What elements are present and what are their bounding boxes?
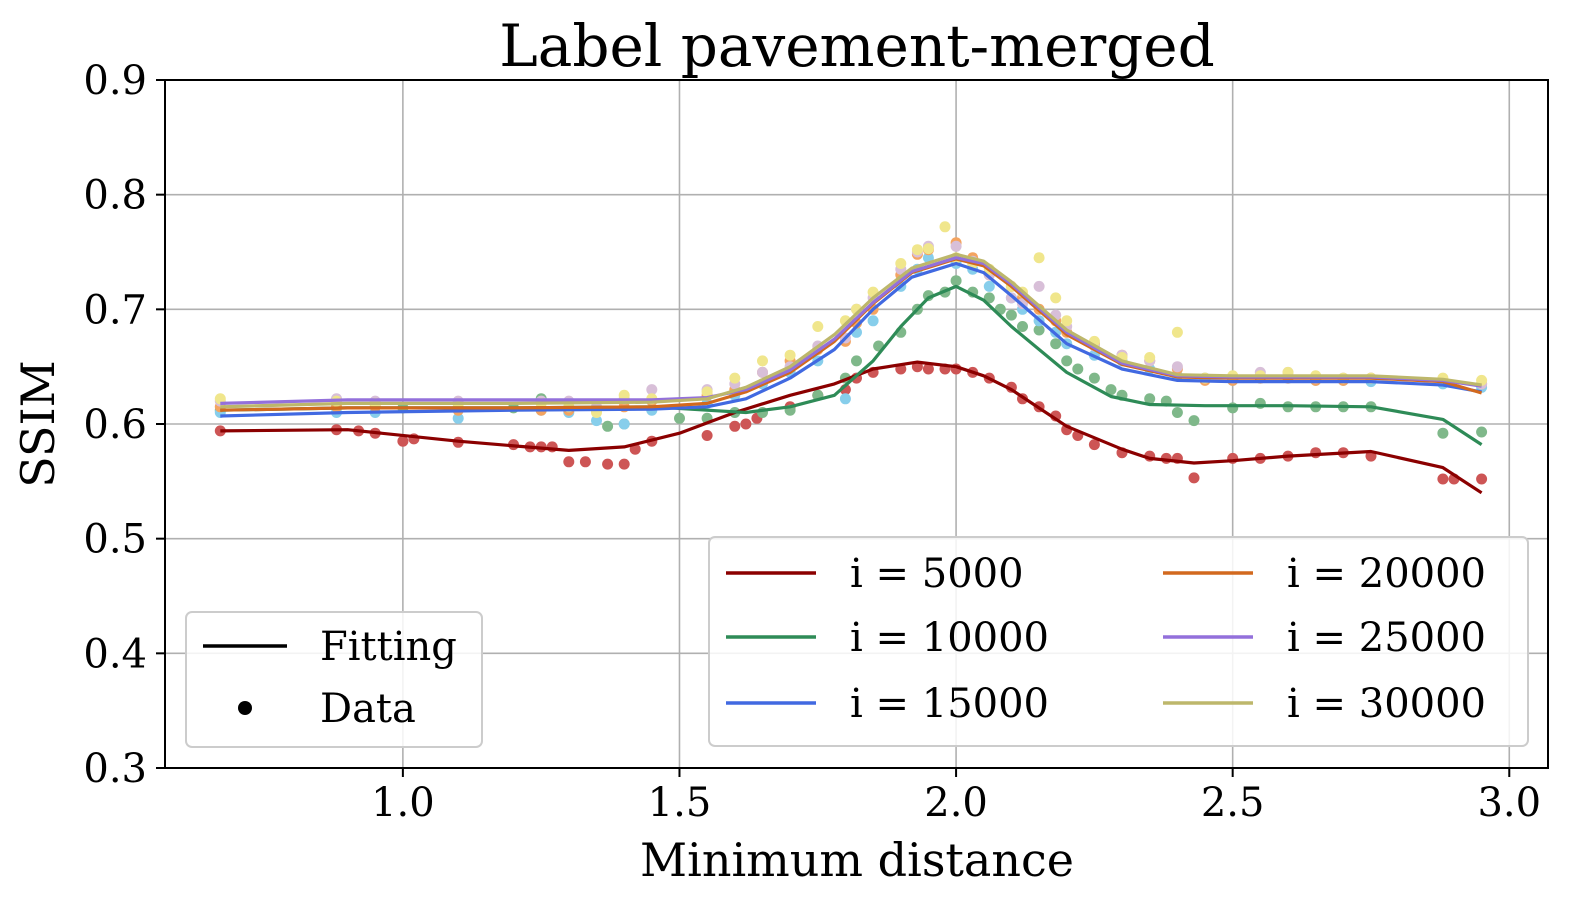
- legend-series-label: i = 30000: [1287, 681, 1486, 727]
- data-point: [1476, 473, 1488, 485]
- data-point: [397, 435, 409, 447]
- data-point: [922, 243, 934, 255]
- data-point: [1072, 363, 1084, 375]
- data-point: [1005, 309, 1017, 321]
- x-tick-label: 2.0: [924, 780, 988, 826]
- data-point: [784, 349, 796, 361]
- data-point: [1144, 393, 1156, 405]
- data-point: [1050, 292, 1062, 304]
- y-tick-label: 0.4: [83, 631, 147, 677]
- y-tick-label: 0.7: [83, 287, 147, 333]
- data-point: [729, 372, 741, 384]
- data-point: [1033, 252, 1045, 264]
- data-point: [1088, 439, 1100, 451]
- data-point: [1437, 427, 1449, 439]
- data-point: [591, 415, 602, 427]
- data-point: [1061, 315, 1073, 327]
- data-point: [1227, 402, 1239, 414]
- x-tick-label: 3.0: [1477, 780, 1541, 826]
- legend-series-label: i = 20000: [1287, 551, 1486, 597]
- legend-fitting-label: Fitting: [320, 624, 457, 670]
- data-point: [701, 430, 713, 441]
- data-point: [851, 355, 862, 367]
- data-point: [839, 393, 851, 405]
- data-point: [563, 456, 575, 468]
- data-point: [1188, 472, 1200, 484]
- data-point: [922, 363, 934, 375]
- y-tick-label: 0.3: [83, 746, 147, 792]
- data-point: [1171, 407, 1183, 418]
- data-point: [950, 240, 962, 252]
- data-point: [983, 280, 995, 292]
- y-tick-label: 0.8: [83, 173, 147, 219]
- data-point: [674, 412, 685, 424]
- data-point: [729, 420, 741, 432]
- data-point: [618, 389, 630, 401]
- legend-data-dot: [238, 701, 252, 715]
- data-point: [1437, 473, 1449, 485]
- data-point: [701, 386, 713, 398]
- fit-line-series-1: [220, 360, 1483, 495]
- data-point: [950, 275, 962, 287]
- legend-series-label: i = 15000: [850, 681, 1049, 727]
- x-tick-label: 1.0: [371, 780, 435, 826]
- series-legend: i = 5000 i = 10000 i = 15000 i = 20000 i = 2…: [708, 536, 1529, 747]
- data-point: [740, 418, 752, 430]
- data-point: [602, 420, 614, 432]
- y-tick-label: 0.5: [83, 517, 147, 563]
- data-point: [911, 244, 923, 256]
- data-point: [1171, 326, 1183, 338]
- data-point: [579, 456, 591, 468]
- style-legend: Fitting Data: [185, 611, 483, 748]
- data-point: [646, 384, 658, 396]
- data-point: [1017, 321, 1028, 332]
- data-point: [983, 292, 995, 304]
- data-point: [1033, 324, 1045, 336]
- data-point: [1310, 447, 1322, 459]
- data-point: [602, 458, 614, 470]
- data-point: [757, 366, 768, 378]
- data-point: [618, 458, 630, 470]
- data-point: [1144, 352, 1156, 363]
- data-point: [867, 315, 879, 327]
- x-axis-label: Minimum distance: [640, 833, 1074, 887]
- data-point: [1476, 426, 1488, 438]
- y-axis-label: SSIM: [11, 360, 65, 488]
- data-point: [812, 321, 824, 332]
- x-tick-label: 1.5: [648, 780, 712, 826]
- data-point: [757, 355, 768, 367]
- data-point: [452, 412, 464, 424]
- data-point: [1105, 384, 1117, 396]
- x-tick-label: 2.5: [1201, 780, 1265, 826]
- fit-line-series-3: [220, 261, 1482, 418]
- data-point: [1061, 355, 1073, 367]
- y-tick-label: 0.9: [83, 58, 147, 104]
- data-point: [1033, 280, 1045, 292]
- legend-series-label: i = 10000: [850, 615, 1049, 661]
- fit-line-series-6: [220, 252, 1482, 409]
- legend-series-label: i = 25000: [1287, 615, 1486, 661]
- data-point: [1088, 372, 1100, 384]
- data-point: [1171, 361, 1183, 373]
- data-point: [618, 418, 630, 430]
- data-point: [1188, 415, 1200, 427]
- axis-ticks: 1.0 1.5 2.0 2.5 3.0 0.3 0.4 0.5 0.6 0.7 0.8 0.9: [83, 58, 1541, 826]
- y-tick-label: 0.6: [83, 402, 147, 448]
- data-point: [939, 221, 951, 233]
- chart-title: Label pavement-merged: [499, 12, 1215, 80]
- series-legend-box: [708, 536, 1529, 747]
- data-point: [214, 393, 226, 405]
- legend-data-label: Data: [320, 686, 416, 732]
- data-point: [1050, 338, 1062, 350]
- data-point: [895, 258, 907, 269]
- fit-lines: [220, 252, 1483, 495]
- legend-series-label: i = 5000: [850, 551, 1024, 597]
